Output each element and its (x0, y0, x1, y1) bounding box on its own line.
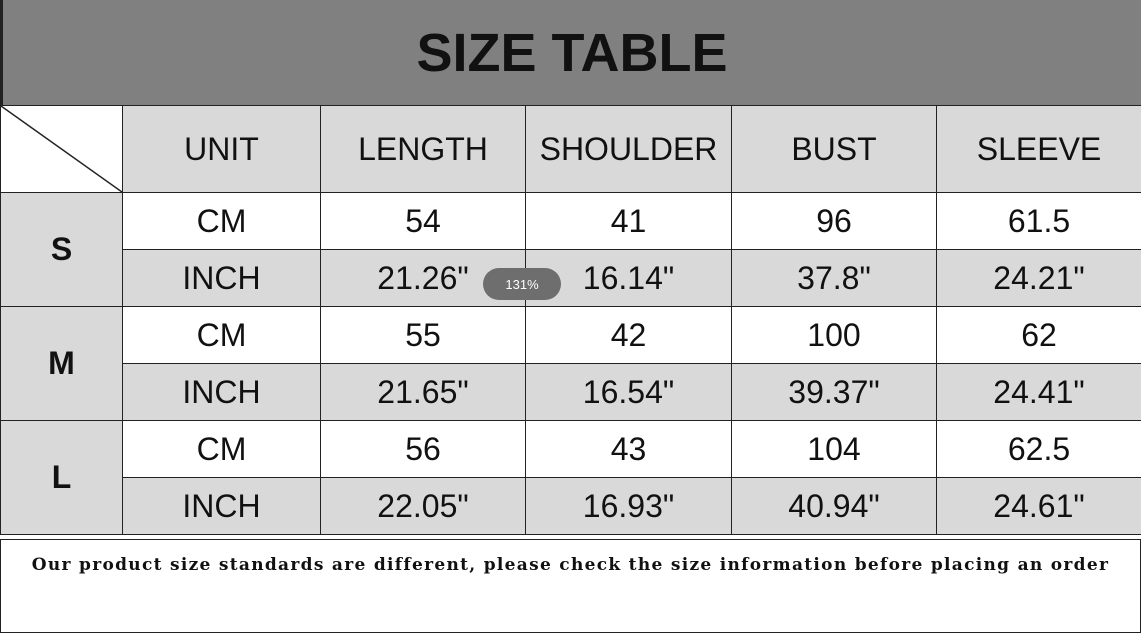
table-cell: CM (122, 420, 321, 478)
table-cell: 39.37" (731, 363, 937, 421)
zoom-level-badge: 131% (483, 268, 561, 300)
page-title: SIZE TABLE (0, 0, 1141, 105)
size-table: UNIT LENGTH SHOULDER BUST SLEEVE S CM 54 41… (0, 105, 1141, 535)
table-cell: 56 (320, 420, 526, 478)
table-cell: 96 (731, 192, 937, 250)
table-cell: INCH (122, 363, 321, 421)
table-cell: 54 (320, 192, 526, 250)
table-cell: 41 (525, 192, 732, 250)
size-row-s-inch: INCH 21.26" 16.14" 37.8" 24.21" (1, 249, 1141, 307)
header-row: UNIT LENGTH SHOULDER BUST SLEEVE (0, 105, 1141, 193)
table-cell: 37.8" (731, 249, 937, 307)
table-cell: 22.05" (320, 477, 526, 535)
table-cell: INCH (122, 477, 321, 535)
table-cell: CM (122, 192, 321, 250)
size-row-l-inch: INCH 22.05" 16.93" 40.94" 24.61" (1, 477, 1141, 535)
table-cell: 43 (525, 420, 732, 478)
table-cell: CM (122, 306, 321, 364)
header-unit: UNIT (122, 105, 321, 193)
size-label: M (0, 306, 123, 421)
size-row-m-cm: M CM 55 42 100 62 (0, 306, 1141, 421)
table-cell: 24.61" (936, 477, 1141, 535)
size-row-l-cm: L CM 56 43 104 62.5 (0, 420, 1141, 535)
table-cell: 21.65" (320, 363, 526, 421)
table-cell: INCH (122, 249, 321, 307)
table-cell: 100 (731, 306, 937, 364)
table-cell: 61.5 (936, 192, 1141, 250)
header-sleeve: SLEEVE (936, 105, 1141, 193)
table-cell: 40.94" (731, 477, 937, 535)
table-cell: 62 (936, 306, 1141, 364)
table-cell: 16.93" (525, 477, 732, 535)
table-cell: 24.41" (936, 363, 1141, 421)
header-length: LENGTH (320, 105, 526, 193)
corner-cell (0, 105, 123, 193)
size-label: S (0, 192, 123, 307)
diagonal-line-icon (1, 106, 122, 192)
table-cell: 104 (731, 420, 937, 478)
size-row-m-inch: INCH 21.65" 16.54" 39.37" 24.41" (1, 363, 1141, 421)
table-cell: 16.14" (525, 249, 732, 307)
table-cell: 16.54" (525, 363, 732, 421)
size-row-s-cm: S CM 54 41 96 61.5 (0, 192, 1141, 307)
table-cell: 42 (525, 306, 732, 364)
table-cell: 24.21" (936, 249, 1141, 307)
table-cell: 62.5 (936, 420, 1141, 478)
size-label: L (0, 420, 123, 535)
table-cell: 55 (320, 306, 526, 364)
header-shoulder: SHOULDER (525, 105, 732, 193)
header-bust: BUST (731, 105, 937, 193)
footer-note: Our product size standards are different… (0, 539, 1141, 633)
